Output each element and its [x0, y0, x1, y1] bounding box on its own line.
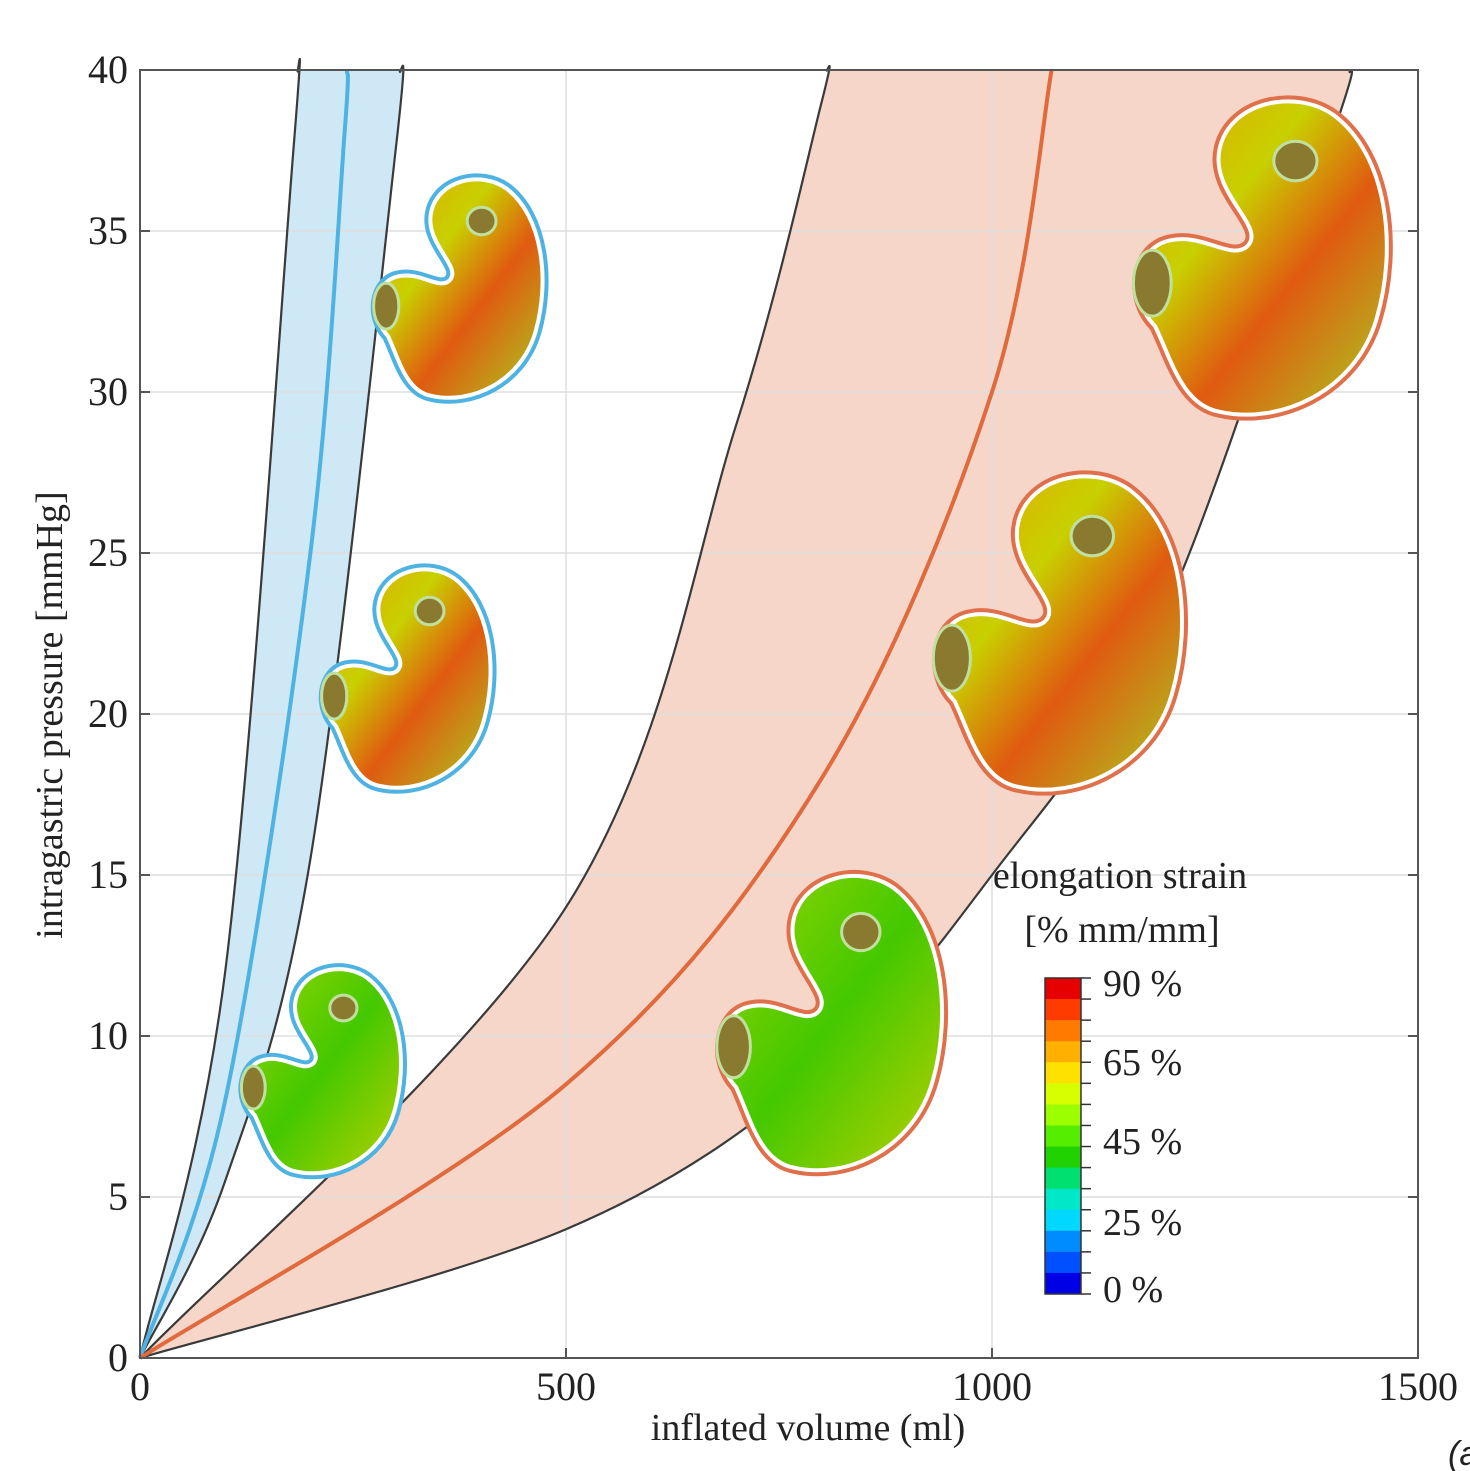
x-tick-label: 0 — [130, 1364, 150, 1409]
stomach-opening-3 — [1272, 139, 1319, 183]
legend-swatch — [1045, 1251, 1081, 1274]
stomach-pylorus-1 — [320, 671, 349, 721]
legend-swatch — [1045, 1104, 1081, 1126]
y-axis-label: intragastric pressure [mmHg] — [29, 491, 71, 938]
y-tick-label: 40 — [88, 47, 128, 92]
series-line-1 — [138, 69, 1054, 1360]
legend-swatch — [1045, 1209, 1081, 1232]
stomach-render-3 — [1136, 99, 1389, 417]
x-tick-label: 1500 — [1378, 1364, 1458, 1409]
stomach-pylorus-2 — [239, 1064, 267, 1111]
y-tick-label: 35 — [88, 208, 128, 253]
stomach-opening-2 — [328, 993, 359, 1023]
strain-legend: elongation strain [% mm/mm] 90 % 65 % 45 % 25… — [993, 855, 1247, 1311]
series-line-0 — [138, 69, 350, 1359]
legend-label: 45 % — [1103, 1121, 1182, 1163]
legend-swatch — [1045, 1020, 1081, 1042]
legend-label: 65 % — [1103, 1042, 1182, 1084]
y-tick-label: 5 — [108, 1174, 128, 1219]
x-axis-label: inflated volume (ml) — [651, 1407, 965, 1449]
stomach-opening-4 — [1069, 514, 1116, 558]
y-tick-label: 0 — [108, 1335, 128, 1380]
legend-label: 90 % — [1103, 963, 1182, 1005]
x-tick-label: 500 — [536, 1364, 596, 1409]
band-upper-edge-0 — [138, 57, 301, 1359]
legend-swatch — [1045, 1188, 1081, 1211]
legend-swatch — [1045, 1041, 1081, 1063]
stomach-pylorus-5 — [715, 1014, 752, 1080]
stomach-renders — [238, 95, 1393, 1180]
stomach-pylorus-4 — [931, 623, 972, 693]
legend-frame — [1044, 977, 1082, 1295]
x-tick-label: 1000 — [952, 1364, 1032, 1409]
y-tick-label: 25 — [88, 530, 128, 575]
band-lower-edge-0 — [139, 64, 405, 1359]
legend-swatch — [1045, 1125, 1081, 1148]
y-tick-label: 20 — [88, 691, 128, 736]
stomach-render-2 — [242, 967, 403, 1176]
y-tick-label: 15 — [88, 852, 128, 897]
stomach-render-1 — [322, 567, 493, 790]
stomach-pylorus-0 — [372, 281, 401, 331]
legend-swatch — [1045, 1146, 1081, 1169]
legend-swatch — [1045, 1272, 1081, 1295]
stomach-opening-5 — [840, 911, 882, 953]
y-tick-label: 30 — [88, 369, 128, 414]
legend-swatch — [1045, 1230, 1081, 1253]
legend-title: elongation strain — [993, 855, 1247, 897]
stomach-opening-1 — [413, 595, 446, 627]
corner-label: (a — [1448, 1435, 1470, 1471]
legend-label: 0 % — [1103, 1269, 1163, 1311]
y-tick-label: 10 — [88, 1013, 128, 1058]
legend-swatch — [1045, 1167, 1081, 1190]
legend-swatch — [1045, 978, 1081, 1000]
legend-swatch — [1045, 1083, 1081, 1105]
legend-swatch — [1045, 1062, 1081, 1084]
band-fill-1 — [140, 65, 1352, 1359]
legend-label: 25 % — [1103, 1202, 1182, 1244]
stomach-render-4 — [935, 474, 1185, 792]
stomach-pylorus-3 — [1131, 248, 1173, 318]
stomach-render-0 — [374, 177, 545, 400]
stomach-opening-0 — [465, 205, 498, 237]
band-fill-0 — [140, 58, 404, 1358]
legend-subtitle: [% mm/mm] — [1024, 909, 1219, 951]
legend-swatch — [1045, 999, 1081, 1021]
stomach-render-5 — [719, 874, 945, 1173]
